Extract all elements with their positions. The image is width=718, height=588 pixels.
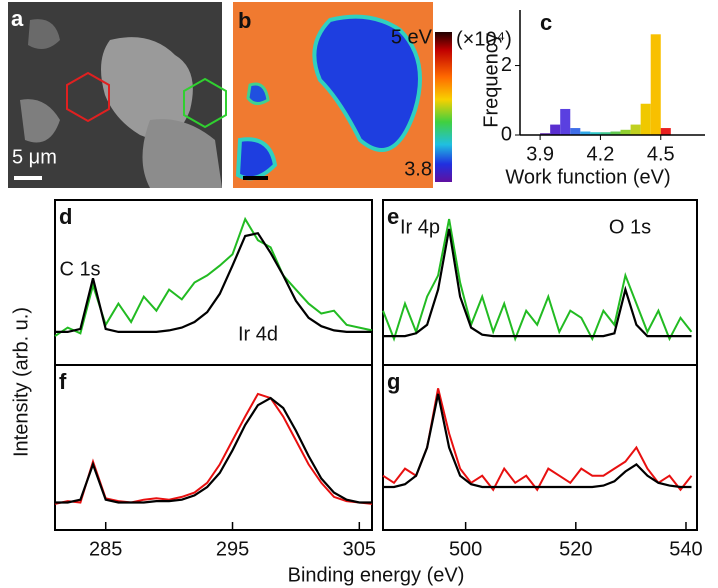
bright-domain bbox=[142, 119, 222, 188]
colorbar bbox=[435, 32, 452, 182]
x-tick-label: 4.2 bbox=[587, 143, 615, 165]
panel-label: g bbox=[387, 369, 400, 394]
spectrum-line bbox=[383, 393, 692, 489]
histogram-bar bbox=[540, 133, 551, 135]
colorbar-max-label: 5 eV bbox=[391, 26, 433, 48]
x-axis-label: Binding energy (eV) bbox=[288, 564, 465, 586]
histogram-bar bbox=[650, 34, 661, 135]
x-tick-label: 305 bbox=[343, 538, 376, 560]
x-tick-label: 520 bbox=[559, 538, 592, 560]
histogram-bar bbox=[580, 131, 591, 135]
hexagon-marker bbox=[66, 71, 110, 123]
peak-annotation: C 1s bbox=[59, 258, 100, 280]
spectrum-line bbox=[382, 218, 693, 342]
panel-frame bbox=[54, 364, 373, 531]
bright-domain bbox=[101, 37, 193, 140]
panel-a: 5 μm a bbox=[8, 2, 227, 188]
x-tick-label: 540 bbox=[669, 538, 702, 560]
histogram-bar bbox=[600, 132, 611, 135]
y-axis-label: Frequency bbox=[480, 33, 502, 128]
y-axis-label: Intensity (arb. u.) bbox=[10, 307, 32, 457]
low-wf-domain bbox=[246, 82, 270, 105]
low-wf-domain bbox=[312, 14, 422, 152]
histogram-bar bbox=[590, 132, 601, 135]
histogram-bar bbox=[610, 131, 621, 135]
spectrum-line bbox=[55, 396, 372, 504]
x-tick-label: 4.5 bbox=[647, 143, 675, 165]
histogram-bar bbox=[560, 108, 571, 135]
spectrum-line bbox=[383, 228, 692, 338]
panel-label: d bbox=[59, 204, 72, 229]
y-unit-label: (×10⁴) bbox=[456, 28, 512, 50]
scale-bar-label: 5 μm bbox=[12, 146, 57, 168]
panel-label: e bbox=[387, 204, 399, 229]
histogram-bar bbox=[570, 128, 581, 135]
spectrum-line bbox=[54, 216, 373, 337]
colorbar-min-label: 3.8 bbox=[404, 158, 432, 180]
x-axis-label: Work function (eV) bbox=[505, 166, 670, 188]
panel-label: b bbox=[238, 8, 251, 33]
histogram-bar bbox=[620, 129, 631, 135]
x-tick-label: 285 bbox=[89, 538, 122, 560]
histogram-bar bbox=[660, 128, 671, 135]
panel-frame bbox=[54, 199, 373, 366]
peak-annotation: O 1s bbox=[609, 216, 651, 238]
y-tick-label: 0 bbox=[501, 123, 512, 145]
histogram-bar bbox=[640, 103, 651, 135]
hexagon-marker bbox=[183, 77, 227, 129]
spectrum-line bbox=[55, 231, 372, 333]
panel-label: c bbox=[540, 10, 552, 35]
y-tick-label: 2 bbox=[501, 54, 512, 76]
panel-label: f bbox=[59, 369, 67, 394]
peak-annotation: Ir 4d bbox=[238, 323, 278, 345]
x-tick-label: 295 bbox=[216, 538, 249, 560]
x-tick-label: 3.9 bbox=[526, 143, 554, 165]
bright-domain bbox=[20, 99, 60, 143]
x-tick-label: 500 bbox=[449, 538, 482, 560]
panel-b: 5 eV 3.8 b bbox=[233, 2, 452, 188]
bright-domain bbox=[28, 19, 60, 49]
spectrum-line bbox=[54, 392, 373, 505]
panel-label: a bbox=[11, 6, 24, 31]
peak-annotation: Ir 4p bbox=[400, 216, 440, 238]
histogram-bar bbox=[630, 124, 641, 135]
panel-frame bbox=[382, 364, 698, 531]
histogram-bar bbox=[550, 124, 561, 135]
